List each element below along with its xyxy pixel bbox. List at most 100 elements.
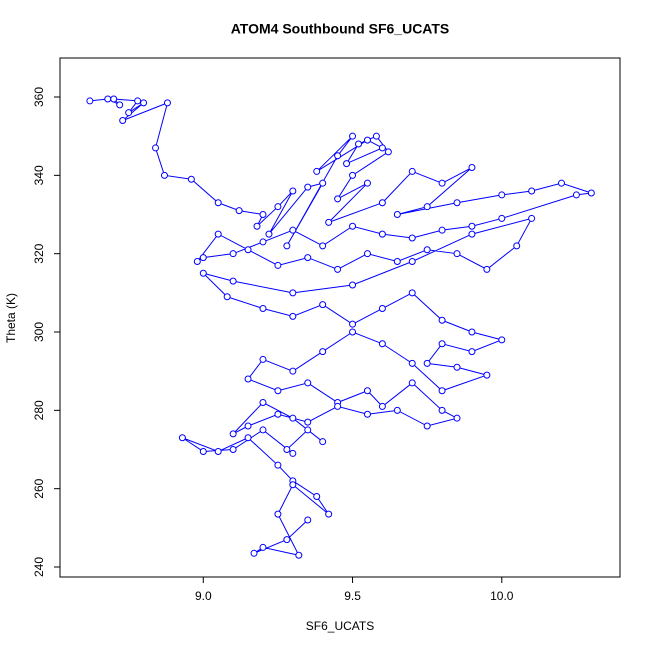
- point: [334, 195, 342, 203]
- point: [349, 320, 357, 328]
- point: [319, 301, 327, 309]
- point: [572, 191, 580, 199]
- point: [244, 375, 252, 383]
- point: [438, 226, 446, 234]
- point: [274, 387, 282, 395]
- point: [259, 305, 267, 313]
- point: [229, 250, 237, 258]
- point: [283, 536, 291, 544]
- series-line: [89, 98, 592, 556]
- point: [229, 430, 237, 438]
- point: [438, 179, 446, 187]
- point: [289, 449, 297, 457]
- point: [244, 246, 252, 254]
- point: [125, 109, 133, 117]
- point: [259, 543, 267, 551]
- point: [349, 132, 357, 140]
- point: [408, 379, 416, 387]
- point: [283, 242, 291, 250]
- point: [438, 406, 446, 414]
- point: [86, 97, 94, 105]
- point: [468, 328, 476, 336]
- y-tick-label: 340: [32, 165, 46, 185]
- point: [483, 371, 491, 379]
- plot-box: [59, 57, 621, 578]
- point: [274, 510, 282, 518]
- point: [304, 379, 312, 387]
- point: [408, 167, 416, 175]
- point: [193, 258, 201, 266]
- point: [343, 160, 351, 168]
- point: [229, 277, 237, 285]
- point: [528, 214, 536, 222]
- point: [253, 222, 261, 230]
- point: [289, 187, 297, 195]
- point: [355, 140, 363, 148]
- point: [378, 144, 386, 152]
- point: [393, 258, 401, 266]
- point: [304, 183, 312, 191]
- point: [349, 222, 357, 230]
- point: [438, 340, 446, 348]
- point: [378, 402, 386, 410]
- point: [349, 281, 357, 289]
- x-tick-label: 9.5: [344, 589, 361, 603]
- point: [423, 359, 431, 367]
- point: [214, 199, 222, 207]
- point: [235, 207, 243, 215]
- point: [378, 305, 386, 313]
- point: [178, 434, 186, 442]
- point: [140, 99, 148, 107]
- point: [453, 414, 461, 422]
- point: [408, 289, 416, 297]
- point: [214, 230, 222, 238]
- point: [393, 211, 401, 219]
- point: [393, 406, 401, 414]
- point: [384, 148, 392, 156]
- point: [304, 254, 312, 262]
- point: [295, 551, 303, 559]
- point: [116, 101, 124, 109]
- point: [408, 258, 416, 266]
- point: [304, 418, 312, 426]
- y-tick-label: 300: [32, 322, 46, 342]
- point: [274, 410, 282, 418]
- point: [483, 265, 491, 273]
- point: [163, 99, 171, 107]
- point: [528, 187, 536, 195]
- chart-title: ATOM4 Southbound SF6_UCATS: [231, 21, 450, 37]
- point: [259, 355, 267, 363]
- point: [259, 426, 267, 434]
- point: [334, 152, 342, 160]
- point: [313, 493, 321, 501]
- point: [557, 179, 565, 187]
- point: [363, 387, 371, 395]
- point: [423, 203, 431, 211]
- point: [134, 97, 142, 105]
- point: [319, 348, 327, 356]
- point: [453, 363, 461, 371]
- point: [453, 250, 461, 258]
- point: [349, 171, 357, 179]
- point: [199, 254, 207, 262]
- point: [408, 359, 416, 367]
- point: [498, 214, 506, 222]
- point: [378, 230, 386, 238]
- point: [319, 242, 327, 250]
- point: [223, 293, 231, 301]
- point: [304, 516, 312, 524]
- point: [289, 312, 297, 320]
- point: [289, 414, 297, 422]
- point: [289, 481, 297, 489]
- point: [408, 234, 416, 242]
- point: [372, 132, 380, 140]
- point: [423, 422, 431, 430]
- y-tick-label: 240: [32, 557, 46, 577]
- y-tick-label: 280: [32, 400, 46, 420]
- y-axis-label: Theta (K): [4, 293, 18, 343]
- point: [152, 144, 160, 152]
- point: [363, 136, 371, 144]
- point: [259, 211, 267, 219]
- point: [513, 242, 521, 250]
- point: [468, 230, 476, 238]
